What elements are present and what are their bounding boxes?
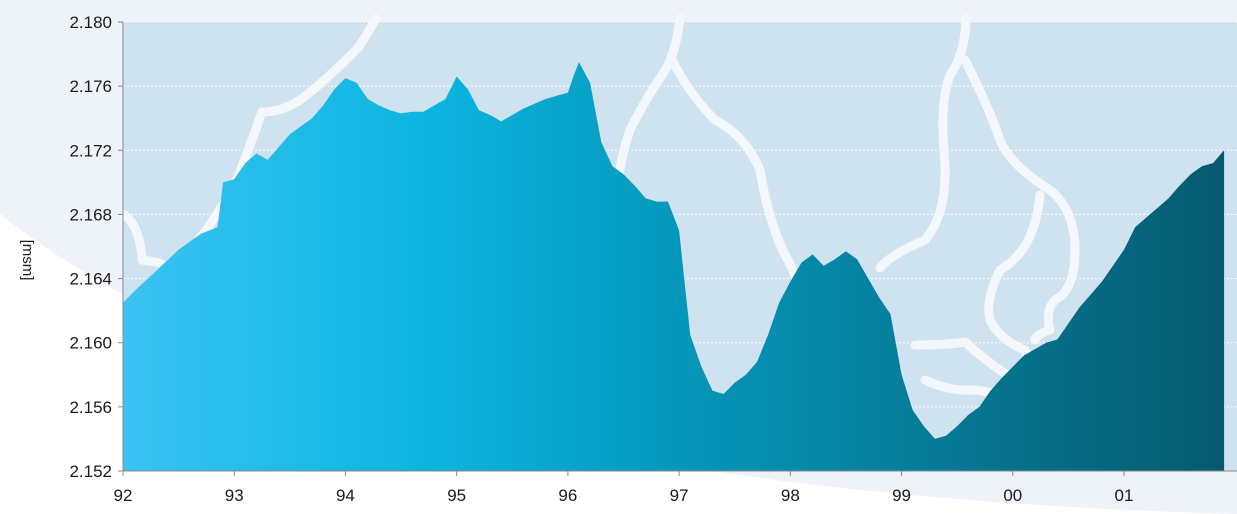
y-tick-label: 2.176 (69, 77, 112, 96)
y-tick-label: 2.152 (69, 462, 112, 481)
y-axis-title: [msm] (19, 240, 36, 281)
x-tick-label: 92 (114, 486, 133, 505)
y-tick-label: 2.168 (69, 205, 112, 224)
x-tick-label: 99 (892, 486, 911, 505)
x-tick-label: 93 (225, 486, 244, 505)
y-tick-label: 2.156 (69, 398, 112, 417)
x-tick-label: 98 (781, 486, 800, 505)
x-tick-label: 01 (1115, 486, 1134, 505)
river-line (667, 55, 805, 305)
x-tick-label: 95 (447, 486, 466, 505)
river-line (875, 13, 971, 273)
y-axis-ticks: 2.152 2.156 2.160 2.164 2.168 2.172 2.176 2.180 (69, 13, 123, 481)
y-tick-label: 2.180 (69, 13, 112, 32)
y-tick-label: 2.160 (69, 334, 112, 353)
x-axis-ticks: 92 93 94 95 96 97 98 99 00 01 (114, 471, 1134, 505)
x-tick-label: 94 (336, 486, 355, 505)
data-area (123, 62, 1225, 471)
river-line (118, 13, 381, 275)
river-line (613, 13, 685, 190)
x-tick-label: 96 (558, 486, 577, 505)
river-line (960, 55, 1080, 345)
x-tick-label: 97 (670, 486, 689, 505)
y-tick-label: 2.172 (69, 141, 112, 160)
x-tick-label: 00 (1003, 486, 1022, 505)
y-tick-label: 2.164 (69, 270, 112, 289)
